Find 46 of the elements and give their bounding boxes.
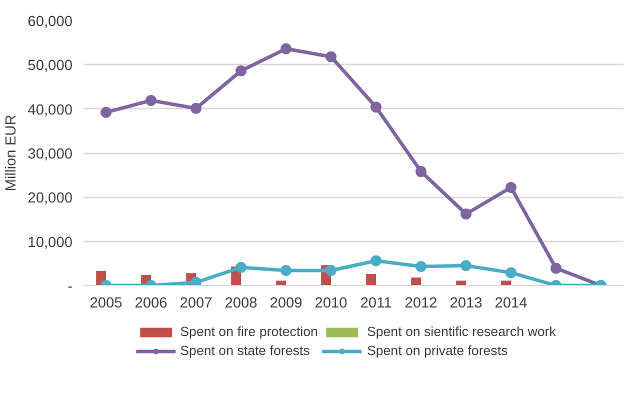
bar <box>501 280 511 286</box>
point <box>146 94 156 106</box>
point <box>100 106 112 118</box>
y-tick-label: - <box>68 279 73 295</box>
legend-label: Spent on sientific research work <box>366 324 556 339</box>
point <box>326 264 336 276</box>
point <box>190 102 202 114</box>
legend-label: Spent on state forests <box>180 343 310 358</box>
point <box>190 276 202 286</box>
point <box>416 166 426 178</box>
point <box>506 182 516 193</box>
y-tick-label: 40,000 <box>28 102 72 118</box>
x-tick-label: 2005 <box>90 296 122 312</box>
bar <box>366 274 376 286</box>
x-tick-label: 2010 <box>314 296 348 312</box>
x-tick-label: 2011 <box>360 296 392 312</box>
bar <box>411 278 421 286</box>
y-tick-label: 60,000 <box>28 14 72 30</box>
y-tick-label: 10,000 <box>28 234 72 251</box>
x-tick-label: 2007 <box>180 296 212 312</box>
y-tick-label: 50,000 <box>28 58 72 74</box>
x-tick-label: 2006 <box>134 296 168 312</box>
point <box>550 262 562 274</box>
point <box>236 65 246 76</box>
point <box>280 264 292 276</box>
point <box>460 208 472 220</box>
y-axis-title: Million EUR <box>4 114 20 192</box>
y-tick-label: 20,000 <box>28 190 72 207</box>
point <box>460 260 472 272</box>
x-tick-label: 2014 <box>494 296 528 312</box>
y-tick-label: 30,000 <box>28 146 72 162</box>
legend-label: Spent on fire protection <box>180 324 318 339</box>
point <box>506 267 516 278</box>
x-tick-label: 2013 <box>450 296 482 312</box>
point <box>370 255 382 266</box>
bar <box>276 280 286 286</box>
bar <box>456 280 466 286</box>
point <box>236 262 246 273</box>
x-tick-label: 2008 <box>224 296 258 312</box>
point <box>280 43 292 54</box>
x-tick-label: 2009 <box>270 296 302 312</box>
point <box>326 51 336 62</box>
point <box>416 261 426 272</box>
legend-label: Spent on private forests <box>366 343 508 358</box>
point <box>370 102 382 113</box>
x-tick-label: 2012 <box>404 296 438 312</box>
